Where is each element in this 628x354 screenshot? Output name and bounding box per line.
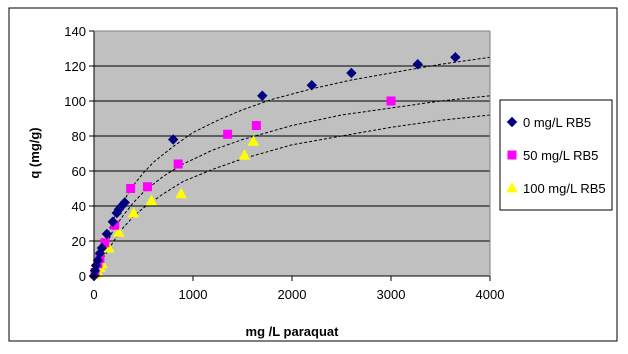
y-tick-label: 120 xyxy=(64,59,86,74)
data-point xyxy=(96,242,108,254)
data-point xyxy=(247,135,260,146)
data-point xyxy=(126,184,136,193)
y-axis-title: q (mg/g) xyxy=(27,127,42,178)
legend-marker xyxy=(506,116,518,128)
data-point xyxy=(142,182,152,192)
trendline xyxy=(93,56,491,277)
data-point xyxy=(112,226,125,237)
x-tick-label: 1000 xyxy=(179,287,208,302)
data-point xyxy=(238,149,251,160)
data-point xyxy=(346,67,357,79)
data-point xyxy=(223,129,233,139)
data-point xyxy=(306,80,318,91)
data-point xyxy=(173,159,183,169)
y-tick-label: 40 xyxy=(72,199,86,214)
x-tick-label: 2000 xyxy=(278,287,307,302)
plot-background xyxy=(94,31,490,276)
x-tick-label: 3000 xyxy=(377,287,406,302)
x-tick-label: 4000 xyxy=(476,287,505,302)
data-point xyxy=(119,197,130,208)
y-tick-label: 60 xyxy=(72,164,86,179)
data-point xyxy=(386,96,396,106)
y-tick-label: 140 xyxy=(64,24,86,39)
legend-marker xyxy=(507,150,517,160)
data-point xyxy=(167,134,179,145)
y-tick-label: 20 xyxy=(72,234,86,249)
legend-label: 100 mg/L RB5 xyxy=(523,181,606,196)
y-tick-label: 80 xyxy=(72,129,86,144)
axes xyxy=(89,30,491,281)
data-point xyxy=(127,206,140,218)
data-point xyxy=(107,216,119,227)
data-point xyxy=(257,90,268,101)
data-points xyxy=(88,52,461,282)
tick-labels: 0 20 40 60 80 100 120 140 0 1000 2000 3000 4000 xyxy=(64,24,504,302)
x-axis-title: mg /L paraquat xyxy=(246,324,340,339)
y-tick-label: 100 xyxy=(64,94,86,109)
legend: 0 mg/L RB5 50 mg/L RB5 100 mg/L RB5 xyxy=(499,99,613,211)
legend-marker xyxy=(506,181,518,193)
data-point xyxy=(101,228,113,240)
y-tick-label: 0 xyxy=(79,269,86,284)
data-point xyxy=(412,59,423,70)
legend-box xyxy=(499,99,613,211)
data-point xyxy=(175,187,187,199)
legend-label: 0 mg/L RB5 xyxy=(523,115,591,130)
data-point xyxy=(145,194,158,206)
legend-label: 50 mg/L RB5 xyxy=(523,148,598,163)
x-tick-label: 0 xyxy=(90,287,97,302)
data-point xyxy=(251,121,261,130)
data-point xyxy=(450,52,461,63)
